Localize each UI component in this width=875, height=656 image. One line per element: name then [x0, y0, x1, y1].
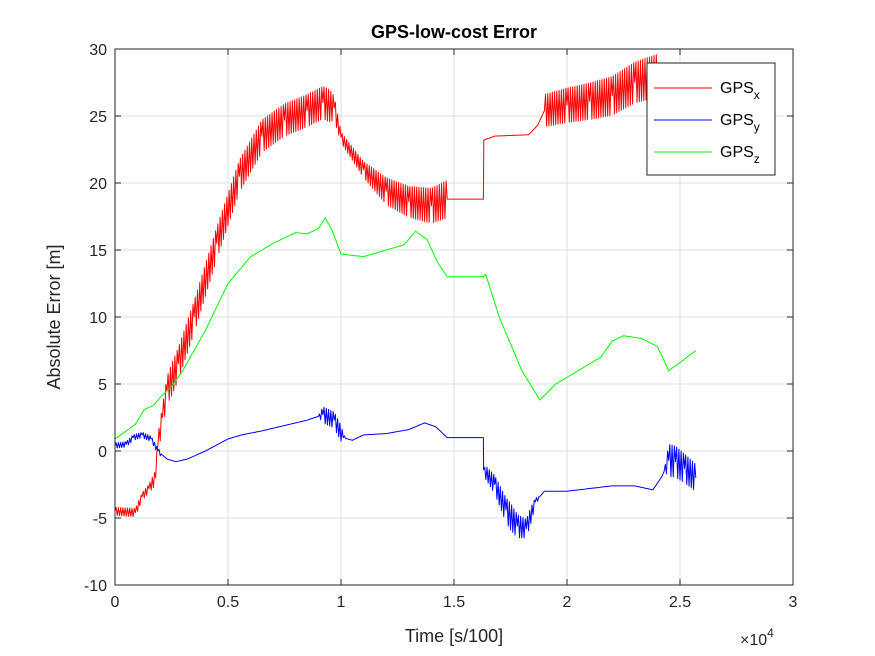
legend-label-base: GPS — [720, 112, 754, 129]
y-tick-label: 10 — [89, 310, 107, 327]
x-exponent-base: ×10 — [740, 632, 767, 649]
y-tick-label: -10 — [84, 578, 107, 595]
y-tick-label: -5 — [93, 511, 107, 528]
legend-label-subscript: z — [754, 152, 760, 166]
series-line-3 — [114, 217, 697, 440]
chart-title: GPS-low-cost Error — [371, 22, 537, 42]
x-exponent-power: 4 — [767, 626, 774, 640]
y-tick-label: 15 — [89, 243, 107, 260]
series-layer — [114, 54, 697, 539]
y-tick-label: 30 — [89, 42, 107, 59]
x-axis-label: Time [s/100] — [405, 626, 503, 646]
series-line-1 — [114, 54, 696, 518]
y-tick-label: 25 — [89, 109, 107, 126]
legend-label-base: GPS — [720, 80, 754, 97]
y-tick-label: 0 — [98, 444, 107, 461]
legend-label-3: GPSz — [720, 144, 760, 166]
legend-label-subscript: x — [754, 88, 760, 102]
legend-box — [646, 62, 776, 176]
x-tick-label: 1 — [337, 594, 346, 611]
axis-ticks: 0 0.5 1 1.5 2 2.5 3 -10 -5 0 5 10 15 20 25 30 — [84, 42, 798, 611]
x-tick-label: 0.5 — [217, 594, 239, 611]
legend-label-subscript: y — [754, 120, 760, 134]
x-tick-label: 3 — [789, 594, 798, 611]
x-axis-exponent: ×104 — [740, 626, 774, 649]
y-tick-label: 20 — [89, 176, 107, 193]
x-tick-label: 1.5 — [443, 594, 465, 611]
series-line-2 — [114, 406, 697, 539]
legend-label-1: GPSx — [720, 80, 760, 102]
legend-label-2: GPSy — [720, 112, 760, 134]
y-tick-label: 5 — [98, 377, 107, 394]
x-tick-label: 2 — [563, 594, 572, 611]
x-tick-label: 0 — [111, 594, 120, 611]
y-axis-label: Absolute Error [m] — [44, 244, 64, 389]
legend-label-base: GPS — [720, 144, 754, 161]
x-tick-label: 2.5 — [669, 594, 691, 611]
